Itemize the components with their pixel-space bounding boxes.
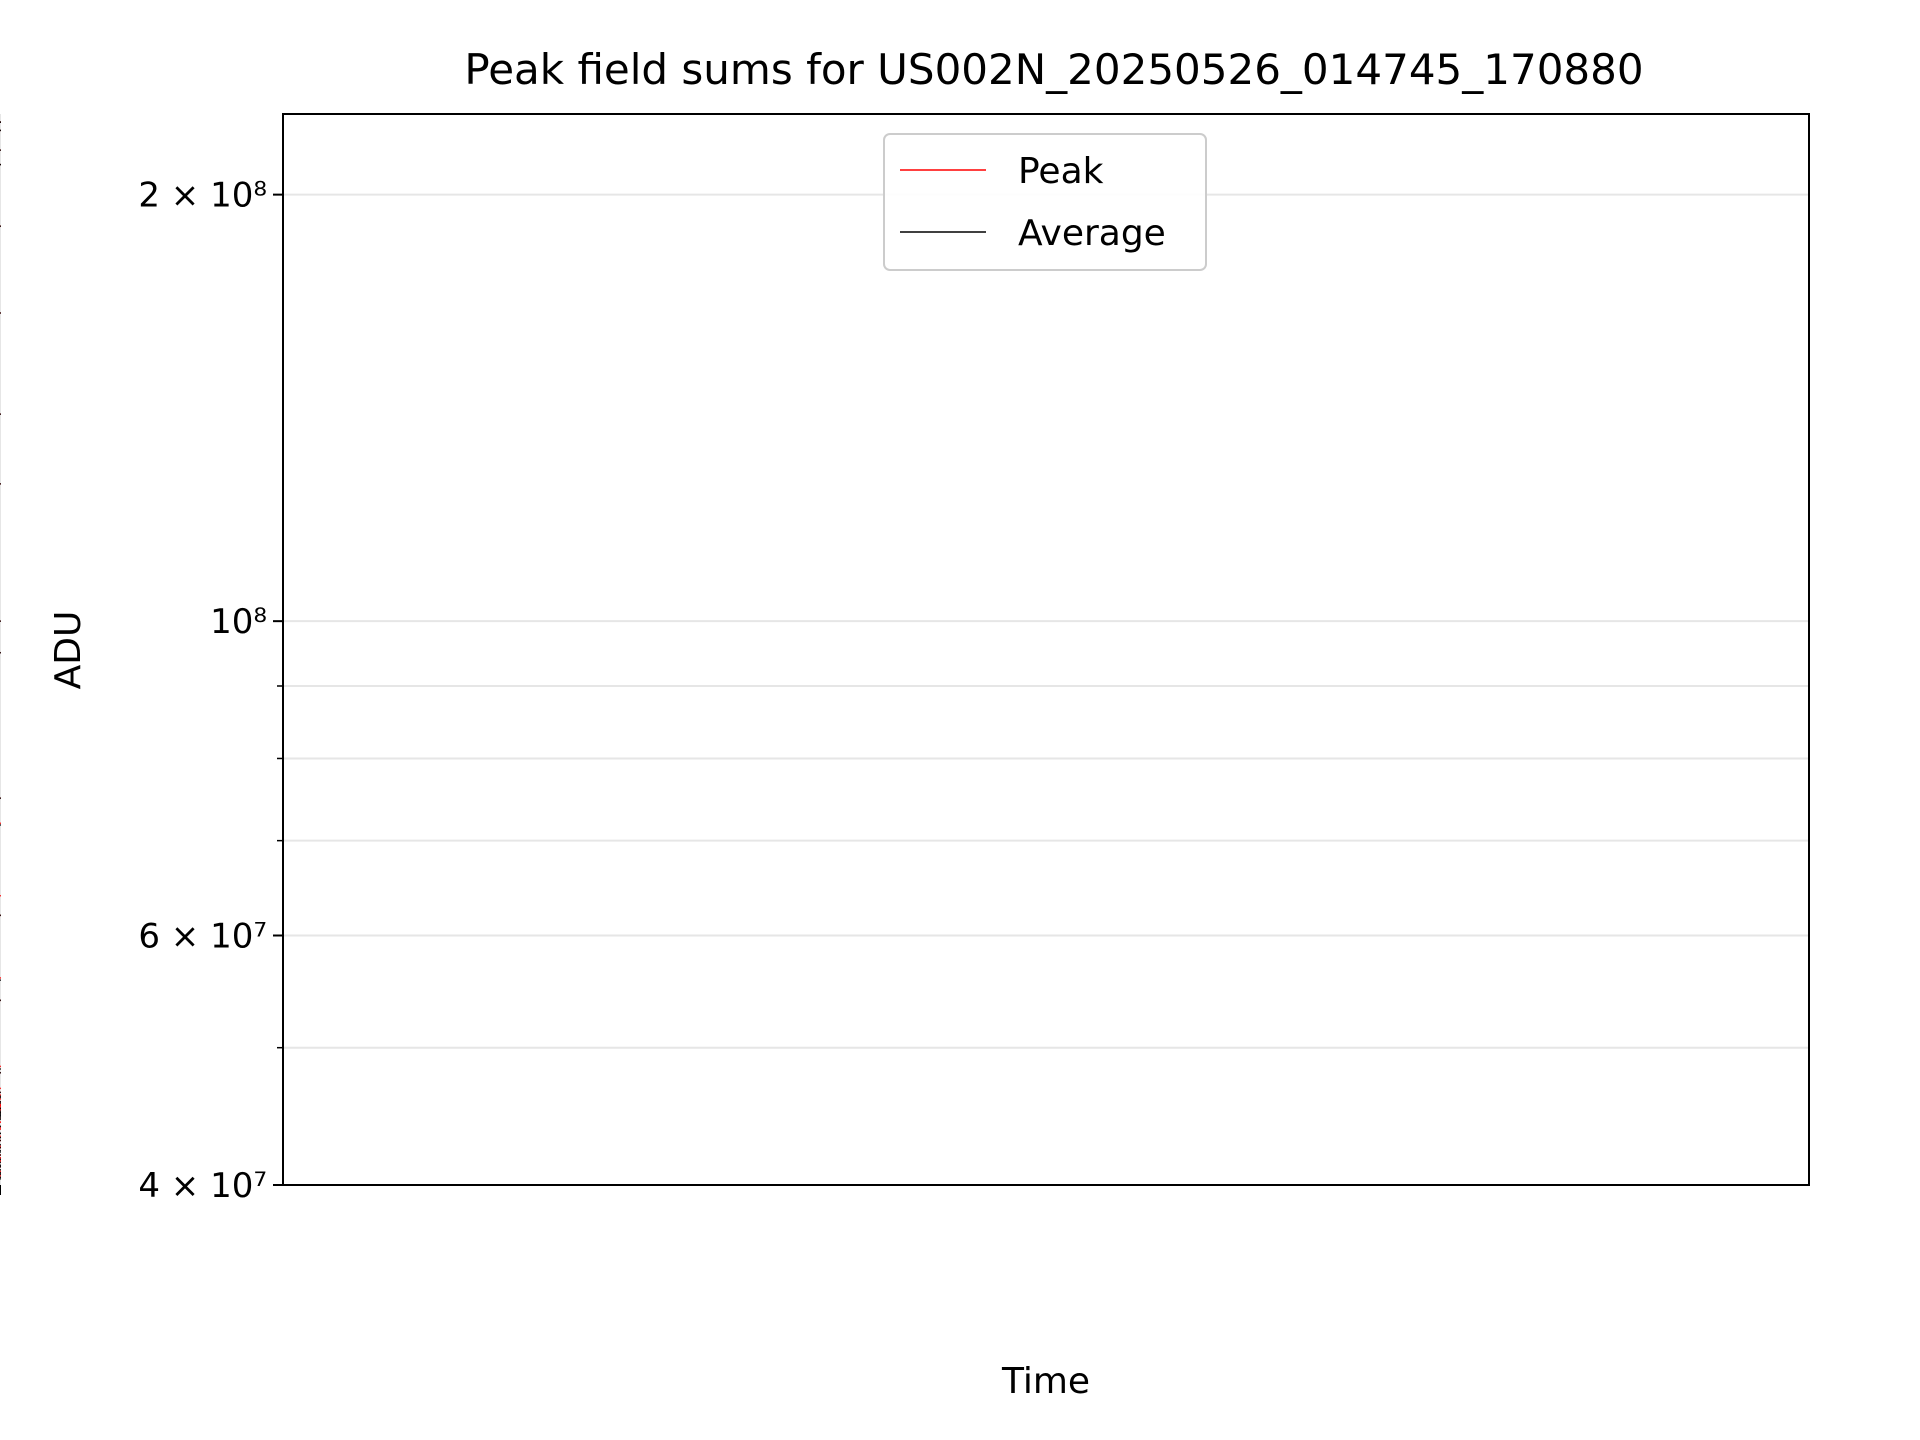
average-data-point: [0, 1071, 1, 1074]
average-data-point: [0, 1117, 1, 1119]
average-data-point: [0, 413, 1, 416]
average-data-point: [0, 1139, 1, 1142]
average-data-point: [0, 797, 1, 800]
plot-lines: [0, 121, 1, 1180]
peak-data-point: [0, 1094, 1, 1096]
average-data-point: [0, 1161, 1, 1164]
average-data-point: [0, 1100, 1, 1103]
average-data-point: [0, 1173, 1, 1176]
peak-data-point: [0, 1098, 1, 1100]
peak-data-point: [0, 1126, 1, 1129]
average-data-point: [0, 482, 1, 485]
average-data-point: [0, 1102, 1, 1104]
average-data-point: [0, 149, 1, 152]
peak-data-point: [0, 1106, 1, 1108]
peak-data-point: [0, 1159, 1, 1162]
average-data-point: [0, 1112, 1, 1115]
peak-data-point: [0, 1174, 1, 1177]
average-data-point: [0, 1146, 1, 1149]
peak-data-point: [0, 1103, 1, 1106]
peak-data-point: [0, 1121, 1, 1124]
average-data-point: [0, 1149, 1, 1152]
average-data-point: [0, 121, 1, 124]
average-data-point: [0, 1164, 1, 1167]
peak-data-point: [0, 1135, 1, 1138]
average-data-point: [0, 1118, 1, 1121]
average-data-point: [0, 1125, 1, 1128]
average-data-point: [0, 1091, 1, 1094]
axes-frame: [282, 113, 1810, 1186]
peak-data-point: [0, 1157, 1, 1159]
peak-data-point: [0, 1170, 1, 1173]
peak-data-point: [0, 1065, 1, 1068]
average-data-point: [0, 225, 1, 228]
y-tick-label: 10⁸: [210, 602, 267, 642]
y-tick-label: 4 × 10⁷: [138, 1166, 267, 1206]
average-data-point: [0, 1165, 1, 1168]
average-data-point: [0, 651, 1, 654]
y-axis-label: ADU: [48, 611, 89, 690]
average-data-point: [0, 1107, 1, 1110]
average-data-point: [0, 129, 1, 132]
average-data-point: [0, 163, 1, 166]
average-data-point: [0, 1068, 1, 1070]
average-data-point: [0, 1177, 1, 1180]
peak-data-point: [0, 1145, 1, 1148]
average-data-point: [0, 1114, 1, 1117]
peak-data-point: [0, 822, 1, 825]
y-tick-label: 6 × 10⁷: [138, 916, 267, 956]
peak-data-point: [0, 977, 1, 979]
legend-peak-label: Peak: [1018, 151, 1104, 192]
average-data-point: [0, 1154, 1, 1156]
average-data-point: [0, 620, 1, 623]
average-data-point: [0, 1110, 1, 1113]
average-data-point: [0, 1111, 1, 1114]
peak-data-point: [0, 1128, 1, 1131]
y-tick-label: 2 × 10⁸: [138, 176, 267, 216]
average-data-point: [0, 914, 1, 917]
legend-average-label: Average: [1018, 213, 1166, 254]
axis-ticks: 05-26 0205-26 0305-26 0405-26 0505-26 06…: [0, 176, 283, 1206]
peak-data-point: [0, 1108, 1, 1111]
peak-data-point: [0, 1087, 1, 1090]
average-data-point: [0, 979, 1, 982]
average-data-point: [0, 1158, 1, 1161]
average-data-point: [0, 1171, 1, 1174]
legend: Peak Average: [883, 133, 1207, 271]
average-data-point: [0, 1143, 1, 1146]
legend-box: [883, 133, 1207, 271]
average-data-point: [0, 999, 1, 1002]
x-axis-label: Time: [1001, 1361, 1090, 1402]
peak-data-point: [0, 894, 1, 897]
average-data-point: [0, 1176, 1, 1179]
average-data-point: [0, 1168, 1, 1171]
chart-title: Peak field sums for US002N_20250526_0147…: [464, 45, 1643, 94]
average-data-point: [0, 1115, 1, 1118]
average-data-point: [0, 1136, 1, 1139]
average-data-point: [0, 1096, 1, 1099]
average-data-point: [0, 1095, 1, 1098]
average-data-point: [0, 1151, 1, 1153]
peak-data-point: [0, 1104, 1, 1107]
average-data-point: [0, 312, 1, 314]
average-data-point: [0, 824, 1, 826]
average-data-point: [0, 1132, 1, 1135]
